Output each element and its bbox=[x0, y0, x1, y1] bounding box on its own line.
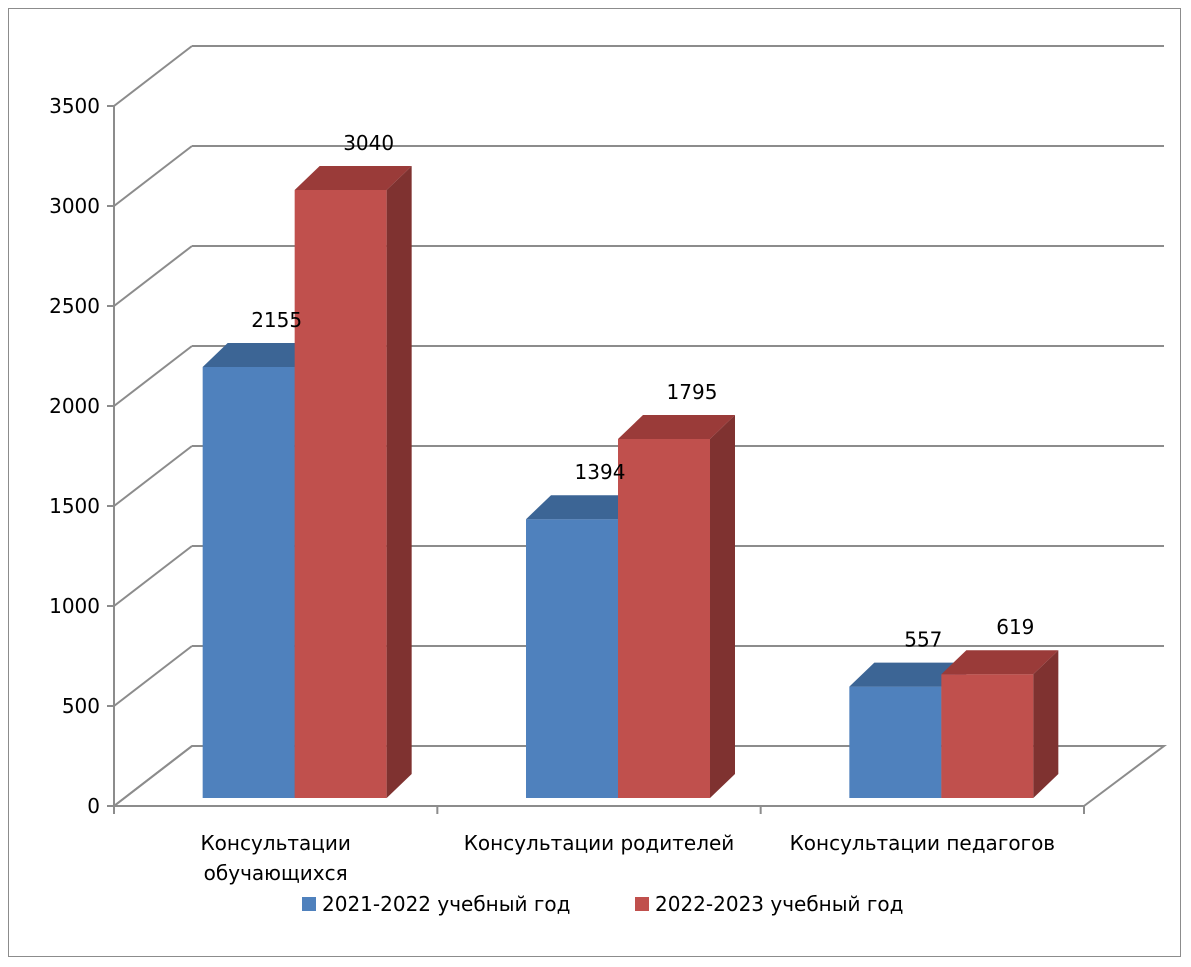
bar-top-face bbox=[526, 495, 643, 520]
side-wall-gridline bbox=[113, 545, 193, 607]
legend-label: 2022-2023 учебный год bbox=[655, 892, 903, 916]
bar-1-1 bbox=[618, 415, 735, 798]
category-label-line: Консультации bbox=[200, 831, 350, 855]
labels-layer: 0 500 1000 1500 2000 2500 3000 3500 2155 3040 1394… bbox=[49, 94, 1055, 885]
legend-swatch bbox=[635, 897, 649, 911]
bar-front-face bbox=[849, 686, 942, 798]
y-tick-label: 0 bbox=[87, 794, 100, 818]
y-tick-label: 2500 bbox=[49, 294, 100, 318]
y-tick-label: 500 bbox=[62, 694, 100, 718]
data-label: 1795 bbox=[667, 380, 718, 404]
y-tick-label: 2000 bbox=[49, 394, 100, 418]
side-wall-gridline bbox=[113, 345, 193, 407]
y-tick-label: 3000 bbox=[49, 194, 100, 218]
data-label: 2155 bbox=[251, 308, 302, 332]
chart-frame: 0 500 1000 1500 2000 2500 3000 3500 2155 3040 1394… bbox=[8, 8, 1181, 957]
side-wall-gridline bbox=[113, 245, 193, 307]
legend-swatch bbox=[302, 897, 316, 911]
category-label: Консультации родителей bbox=[464, 831, 735, 855]
bar-front-face bbox=[526, 519, 618, 798]
legend: 2021-2022 учебный год 2022-2023 учебный г… bbox=[302, 892, 903, 916]
legend-label: 2021-2022 учебный год bbox=[322, 892, 570, 916]
bar-side-face bbox=[710, 415, 735, 798]
side-wall-gridline bbox=[113, 145, 193, 207]
category-label-line: обучающихся bbox=[204, 861, 348, 885]
bar-front-face bbox=[618, 439, 710, 798]
category-label: Консультации педагогов bbox=[790, 831, 1056, 855]
bar-top-face bbox=[618, 415, 735, 439]
side-wall-gridline bbox=[113, 445, 193, 507]
data-label: 619 bbox=[996, 615, 1034, 639]
bar-top-face bbox=[941, 650, 1059, 675]
bar-chart: 0 500 1000 1500 2000 2500 3000 3500 2155 3040 1394… bbox=[49, 45, 1167, 916]
category-label-line: Консультации педагогов bbox=[790, 831, 1056, 855]
category-label: Консультации обучающихся bbox=[200, 831, 350, 885]
bar-top-face bbox=[294, 166, 412, 190]
y-tick-label: 1000 bbox=[49, 594, 100, 618]
side-wall-gridline bbox=[113, 645, 193, 707]
bar-side-face bbox=[1033, 650, 1059, 798]
side-wall-gridline bbox=[113, 745, 193, 807]
bar-front-face bbox=[294, 190, 387, 798]
bar-0-1 bbox=[294, 166, 412, 798]
bar-2-1 bbox=[941, 650, 1059, 798]
bar-top-face bbox=[202, 343, 320, 367]
data-label: 3040 bbox=[343, 131, 394, 155]
data-label: 1394 bbox=[575, 460, 626, 484]
grid-layer bbox=[107, 45, 1167, 814]
category-label-line: Консультации родителей bbox=[464, 831, 735, 855]
side-wall-gridline bbox=[113, 45, 193, 107]
bar-top-face bbox=[849, 662, 967, 687]
bar-front-face bbox=[202, 367, 295, 798]
y-tick-label: 3500 bbox=[49, 94, 100, 118]
bars-layer bbox=[202, 166, 1059, 798]
data-label: 557 bbox=[904, 628, 942, 652]
bar-side-face bbox=[386, 166, 412, 798]
y-tick-label: 1500 bbox=[49, 494, 100, 518]
bar-front-face bbox=[941, 674, 1034, 798]
